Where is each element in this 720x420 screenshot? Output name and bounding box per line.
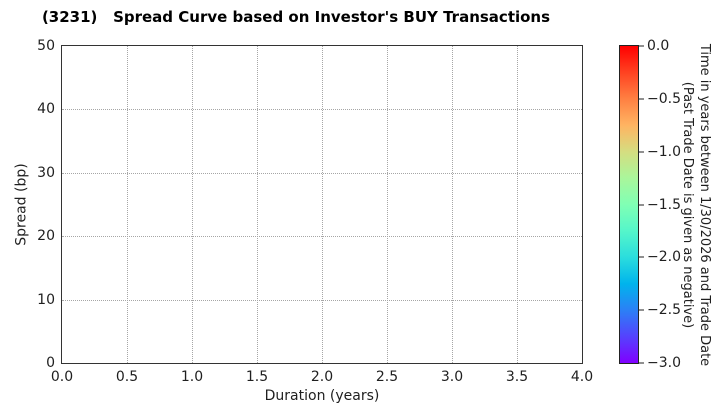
chart-title: (3231) Spread Curve based on Investor's …: [41, 8, 551, 26]
y-axis-label: Spread (bp): [13, 163, 30, 246]
gridline-horizontal: [62, 172, 582, 174]
gridline-vertical: [387, 46, 388, 363]
colorbar-label: Time in years between 1/30/2026 and Trad…: [679, 35, 713, 375]
gridline-vertical: [192, 46, 193, 363]
colorbar-tick-mark: [639, 309, 644, 311]
y-tick-label: 0: [46, 355, 55, 371]
y-tick-label: 50: [37, 38, 55, 54]
colorbar-tick-label: −3.0: [647, 355, 681, 371]
x-tick-label: 1.0: [180, 369, 204, 385]
x-tick-label: 4.0: [570, 369, 594, 385]
x-tick-label: 0.0: [50, 369, 74, 385]
plot-area: 0.0 0.5 1.0 1.5 2.0 2.5 3.0 3.5 4.0 0 10 20 30 40 50: [37, 38, 593, 385]
colorbar-tick-label: −2.5: [647, 302, 681, 319]
x-tick-label: 0.5: [115, 369, 139, 385]
gridline-vertical: [127, 46, 128, 363]
colorbar-label-line1: Time in years between 1/30/2026 and Trad…: [697, 43, 712, 367]
colorbar-tick-label: −1.5: [647, 196, 681, 213]
colorbar-tick-label: −0.5: [647, 90, 681, 107]
colorbar-tick-mark: [639, 151, 644, 153]
colorbar-tick-mark: [639, 256, 644, 258]
y-tick-label: 20: [37, 228, 55, 245]
x-tick-label: 3.0: [440, 369, 464, 385]
gridline-vertical: [257, 46, 258, 363]
grid-layer: [62, 46, 582, 363]
gridline-horizontal: [62, 299, 582, 301]
x-tick-label: 2.5: [375, 369, 399, 385]
colorbar-tick-mark: [639, 204, 644, 205]
colorbar-tick-label: −2.0: [647, 249, 681, 266]
y-tick-label: 10: [37, 291, 55, 308]
colorbar-tick-label: −1.0: [647, 143, 681, 160]
x-axis-label: Duration (years): [264, 388, 380, 404]
colorbar-label-line2: (Past Trade Date is given as negative): [680, 81, 695, 329]
colorbar-tick-mark: [639, 45, 644, 47]
y-tick-label: 40: [37, 101, 55, 118]
x-tick-label: 3.5: [505, 369, 529, 385]
colorbar-gradient: [620, 46, 638, 363]
colorbar-tick-label: 0.0: [647, 38, 670, 54]
gridline-vertical: [452, 46, 453, 363]
colorbar: 0.0 −0.5 −1.0 −1.5 −2.0 −2.5 −3.0: [619, 38, 681, 371]
gridline-horizontal: [62, 109, 582, 111]
x-tick-label: 2.0: [310, 369, 334, 385]
gridline-horizontal: [62, 236, 582, 238]
gridline-vertical: [517, 46, 518, 363]
colorbar-tick-mark: [639, 362, 644, 364]
x-tick-label: 1.5: [245, 369, 269, 385]
y-tick-label: 30: [37, 164, 55, 181]
gridline-vertical: [322, 46, 323, 363]
colorbar-tick-mark: [639, 98, 644, 100]
